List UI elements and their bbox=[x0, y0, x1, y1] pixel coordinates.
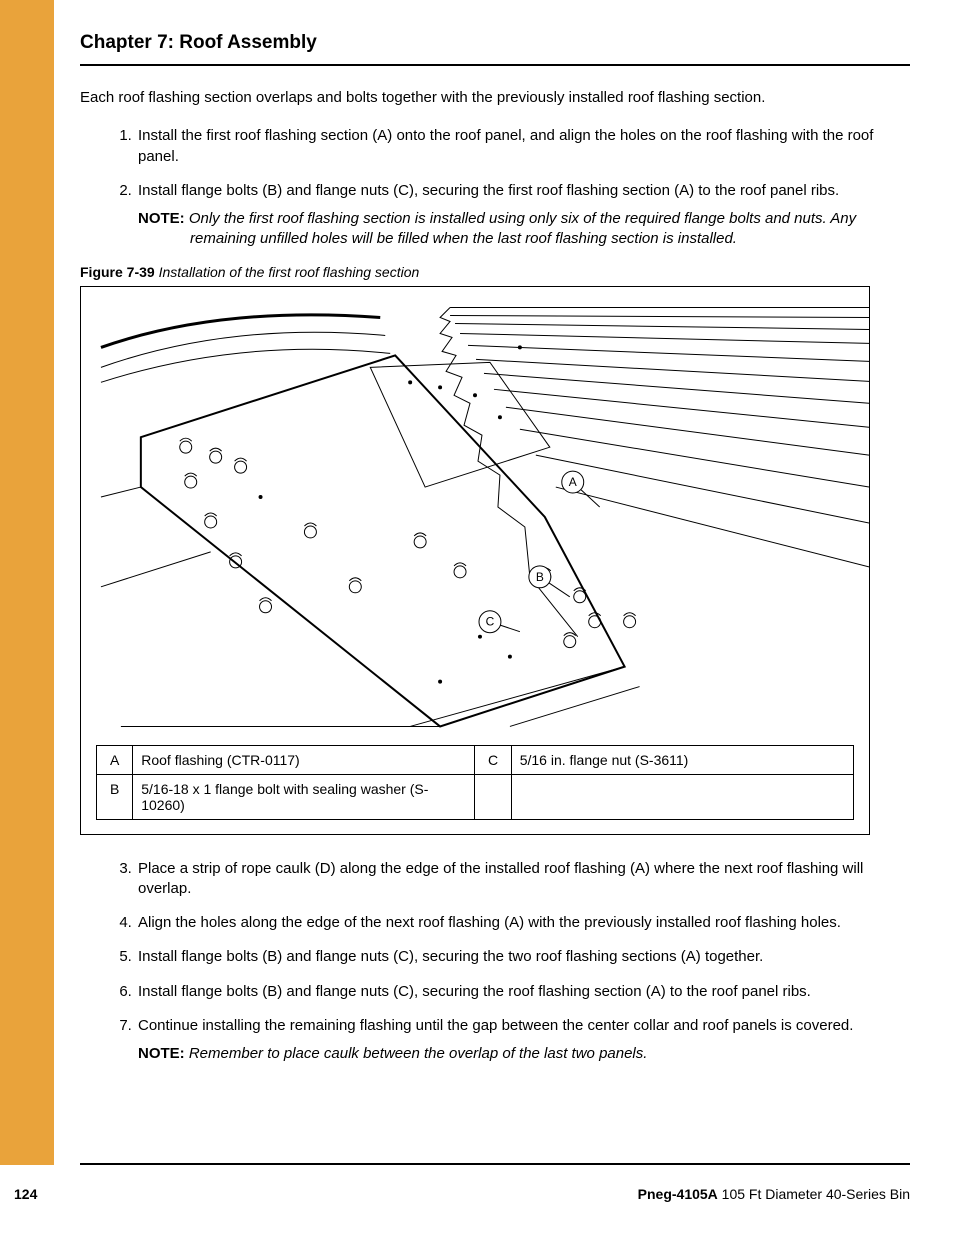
legend-row: B 5/16-18 x 1 flange bolt with sealing w… bbox=[97, 774, 854, 819]
doc-desc: 105 Ft Diameter 40-Series Bin bbox=[718, 1186, 910, 1202]
legend-key: A bbox=[97, 745, 133, 774]
figure-box: A B C A Roof flashing (CTR-0117) C 5/16 … bbox=[80, 286, 870, 835]
page-content: Chapter 7: Roof Assembly Each roof flash… bbox=[80, 32, 910, 1078]
step-7: Continue installing the remaining flashi… bbox=[136, 1016, 910, 1065]
legend-row: A Roof flashing (CTR-0117) C 5/16 in. fl… bbox=[97, 745, 854, 774]
figure-legend-table: A Roof flashing (CTR-0117) C 5/16 in. fl… bbox=[96, 745, 854, 820]
step-7-text: Continue installing the remaining flashi… bbox=[138, 1017, 853, 1034]
figure-title: Installation of the first roof flashing … bbox=[159, 264, 420, 280]
roof-flashing-diagram: A B C bbox=[81, 287, 869, 737]
callout-A: A bbox=[569, 475, 577, 489]
step-list-1: Install the first roof flashing section … bbox=[80, 126, 910, 249]
callout-B: B bbox=[536, 569, 544, 583]
page-number: 124 bbox=[14, 1186, 37, 1202]
document-id: Pneg-4105A 105 Ft Diameter 40-Series Bin bbox=[638, 1186, 910, 1202]
step-4: Align the holes along the edge of the ne… bbox=[136, 913, 910, 933]
intro-paragraph: Each roof flashing section overlaps and … bbox=[80, 88, 910, 108]
callout-C: C bbox=[486, 614, 495, 628]
legend-desc: 5/16-18 x 1 flange bolt with sealing was… bbox=[133, 774, 475, 819]
legend-key: B bbox=[97, 774, 133, 819]
step-2: Install flange bolts (B) and flange nuts… bbox=[136, 181, 910, 250]
note-2: NOTE: Remember to place caulk between th… bbox=[138, 1044, 910, 1064]
step-5: Install flange bolts (B) and flange nuts… bbox=[136, 947, 910, 967]
step-list-2: Place a strip of rope caulk (D) along th… bbox=[80, 859, 910, 1065]
figure-caption: Figure 7-39 Installation of the first ro… bbox=[80, 264, 910, 280]
figure-number: Figure 7-39 bbox=[80, 264, 155, 280]
legend-desc bbox=[511, 774, 853, 819]
footer-rule bbox=[80, 1163, 910, 1165]
step-6: Install flange bolts (B) and flange nuts… bbox=[136, 982, 910, 1002]
legend-key bbox=[475, 774, 511, 819]
step-2-text: Install flange bolts (B) and flange nuts… bbox=[138, 182, 839, 199]
note-2-body: Remember to place caulk between the over… bbox=[189, 1045, 648, 1062]
legend-desc: 5/16 in. flange nut (S-3611) bbox=[511, 745, 853, 774]
step-1: Install the first roof flashing section … bbox=[136, 126, 910, 167]
legend-key: C bbox=[475, 745, 511, 774]
note-2-label: NOTE: bbox=[138, 1045, 185, 1062]
note-1-label: NOTE: bbox=[138, 210, 185, 227]
legend-desc: Roof flashing (CTR-0117) bbox=[133, 745, 475, 774]
note-1: NOTE: Only the first roof flashing secti… bbox=[138, 209, 910, 250]
chapter-title: Chapter 7: Roof Assembly bbox=[80, 32, 910, 66]
side-accent-bar bbox=[0, 0, 54, 1165]
note-1-body: Only the first roof flashing section is … bbox=[189, 210, 856, 247]
doc-code: Pneg-4105A bbox=[638, 1186, 718, 1202]
step-3: Place a strip of rope caulk (D) along th… bbox=[136, 859, 910, 900]
